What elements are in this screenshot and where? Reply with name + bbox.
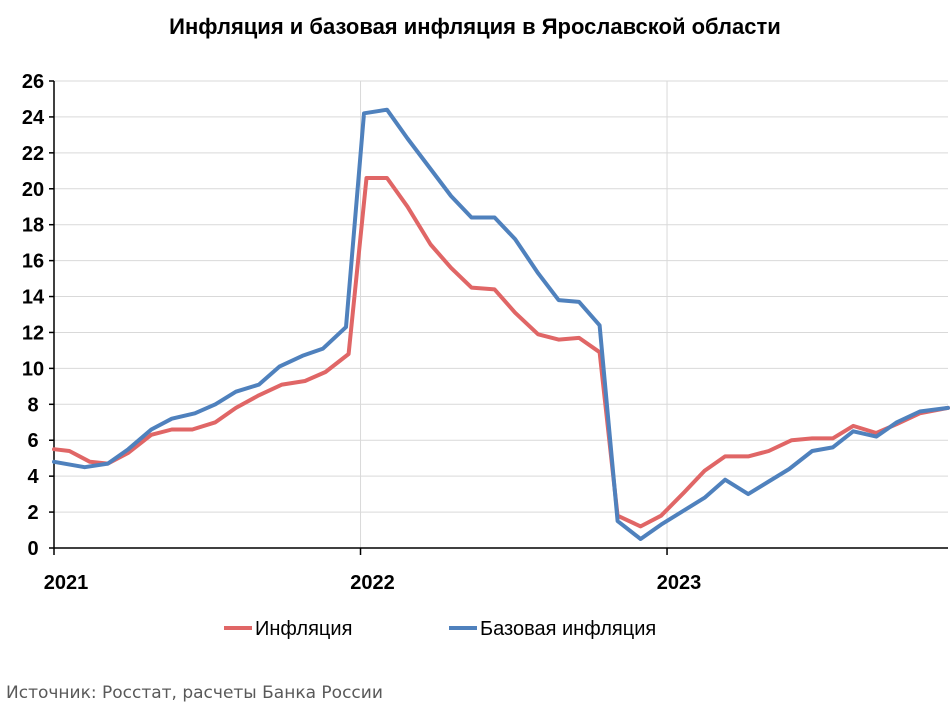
legend-item: Инфляция <box>224 618 352 640</box>
source-note: Источник: Росстат, расчеты Банка России <box>6 683 383 703</box>
inflation-series-line <box>52 176 950 529</box>
y-tick-label: 0 <box>27 538 38 560</box>
y-tick-label: 14 <box>22 287 45 309</box>
y-tick-label: 26 <box>22 71 44 93</box>
legend-label: Инфляция <box>255 618 352 640</box>
y-tick-label: 2 <box>27 502 38 524</box>
y-tick-label: 12 <box>22 322 44 344</box>
y-tick-label: 16 <box>22 251 44 273</box>
x-tick-label: 2022 <box>350 572 395 594</box>
y-tick-label: 18 <box>22 215 44 237</box>
axes <box>53 81 948 549</box>
legend-label: Базовая инфляция <box>480 618 656 640</box>
y-tick-label: 6 <box>27 430 38 452</box>
y-tick-label: 4 <box>27 466 39 488</box>
y-tick-label: 8 <box>27 394 38 416</box>
y-tick-label: 22 <box>22 143 44 165</box>
x-tick-label: 2023 <box>657 572 702 594</box>
x-tick-label: 2021 <box>44 572 89 594</box>
series-lines <box>52 107 950 541</box>
y-tick-label: 10 <box>22 358 44 380</box>
y-tick-label: 24 <box>22 107 45 129</box>
core-inflation-series-line <box>52 107 950 541</box>
x-axis-ticks: 2021202220232024 <box>44 548 702 594</box>
y-tick-label: 20 <box>22 179 44 201</box>
grid-lines <box>54 80 948 548</box>
legend-item: Базовая инфляция <box>449 618 656 640</box>
chart-title: Инфляция и базовая инфляция в Ярославско… <box>169 14 781 39</box>
legend: Инфляция Базовая инфляция <box>224 618 656 640</box>
